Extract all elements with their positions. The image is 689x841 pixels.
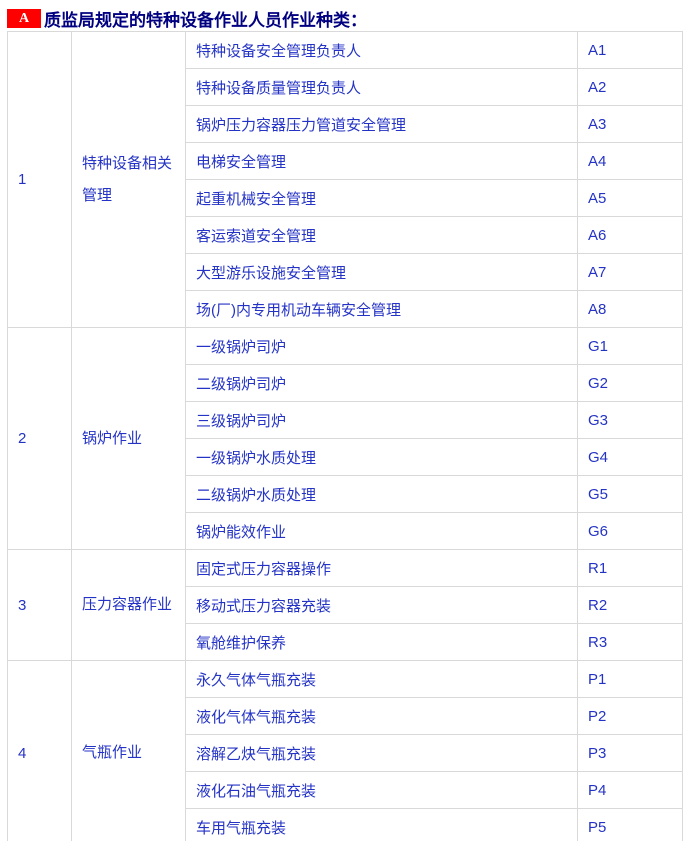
job-code-cell: G3 <box>577 401 683 439</box>
job-name-cell: 移动式压力容器充装 <box>185 586 578 624</box>
job-code-cell: P5 <box>577 808 683 841</box>
table-row: 移动式压力容器充装 R2 <box>8 586 683 624</box>
job-name-cell: 氧舱维护保养 <box>185 623 578 661</box>
job-name-cell: 液化气体气瓶充装 <box>185 697 578 735</box>
table-row: 电梯安全管理 A4 <box>8 142 683 180</box>
section-seq-cell: 2 <box>7 327 72 550</box>
table-row: 二级锅炉水质处理 G5 <box>8 475 683 513</box>
job-code-cell: G6 <box>577 512 683 550</box>
equipment-table: 1 特种设备相关管理 特种设备安全管理负责人 A1 特种设备质量管理负责人 A2 锅炉压力容… <box>7 31 683 841</box>
section-category-cell: 压力容器作业 <box>71 549 186 661</box>
job-code-cell: R1 <box>577 549 683 587</box>
job-code-cell: G2 <box>577 364 683 402</box>
table-row: 客运索道安全管理 A6 <box>8 216 683 254</box>
job-code-cell: P2 <box>577 697 683 735</box>
job-code-cell: A3 <box>577 105 683 143</box>
job-code-cell: A4 <box>577 142 683 180</box>
job-name-cell: 电梯安全管理 <box>185 142 578 180</box>
job-name-cell: 二级锅炉司炉 <box>185 364 578 402</box>
job-name-cell: 一级锅炉司炉 <box>185 327 578 365</box>
job-code-cell: G4 <box>577 438 683 476</box>
table-row: 氧舱维护保养 R3 <box>8 623 683 661</box>
job-code-cell: A5 <box>577 179 683 217</box>
job-code-cell: R3 <box>577 623 683 661</box>
job-code-cell: A2 <box>577 68 683 106</box>
job-name-cell: 三级锅炉司炉 <box>185 401 578 439</box>
section-seq-cell: 1 <box>7 31 72 328</box>
job-code-cell: P4 <box>577 771 683 809</box>
page-header: A 质监局规定的特种设备作业人员作业种类： <box>7 9 689 30</box>
table-row: 4 气瓶作业 永久气体气瓶充装 P1 <box>7 660 683 841</box>
job-name-cell: 一级锅炉水质处理 <box>185 438 578 476</box>
section-seq-cell: 4 <box>7 660 72 841</box>
section-badge: A <box>7 9 41 28</box>
section-category-cell: 特种设备相关管理 <box>71 31 186 328</box>
table-row: 液化气体气瓶充装 P2 <box>8 697 683 735</box>
job-code-cell: P1 <box>577 660 683 698</box>
job-name-cell: 客运索道安全管理 <box>185 216 578 254</box>
page-title: 质监局规定的特种设备作业人员作业种类： <box>44 11 367 30</box>
job-code-cell: A8 <box>577 290 683 328</box>
table-row: 1 特种设备相关管理 特种设备安全管理负责人 A1 <box>7 31 683 328</box>
section-category-cell: 气瓶作业 <box>71 660 186 841</box>
job-code-cell: G5 <box>577 475 683 513</box>
table-row: 锅炉压力容器压力管道安全管理 A3 <box>8 105 683 143</box>
table-row: 2 锅炉作业 一级锅炉司炉 G1 <box>7 327 683 550</box>
job-name-cell: 永久气体气瓶充装 <box>185 660 578 698</box>
table-row: 液化石油气瓶充装 P4 <box>8 771 683 809</box>
job-name-cell: 固定式压力容器操作 <box>185 549 578 587</box>
job-name-cell: 大型游乐设施安全管理 <box>185 253 578 291</box>
job-name-cell: 起重机械安全管理 <box>185 179 578 217</box>
job-code-cell: A6 <box>577 216 683 254</box>
section-category-cell: 锅炉作业 <box>71 327 186 550</box>
job-name-cell: 车用气瓶充装 <box>185 808 578 841</box>
job-name-cell: 特种设备质量管理负责人 <box>185 68 578 106</box>
job-name-cell: 锅炉能效作业 <box>185 512 578 550</box>
equipment-table-body: 1 特种设备相关管理 特种设备安全管理负责人 A1 特种设备质量管理负责人 A2 锅炉压力容… <box>7 31 683 841</box>
job-name-cell: 液化石油气瓶充装 <box>185 771 578 809</box>
job-code-cell: R2 <box>577 586 683 624</box>
job-name-cell: 锅炉压力容器压力管道安全管理 <box>185 105 578 143</box>
job-name-cell: 二级锅炉水质处理 <box>185 475 578 513</box>
table-row: 特种设备质量管理负责人 A2 <box>8 68 683 106</box>
table-row: 3 压力容器作业 固定式压力容器操作 R1 <box>7 549 683 661</box>
table-row: 三级锅炉司炉 G3 <box>8 401 683 439</box>
job-code-cell: P3 <box>577 734 683 772</box>
section-seq-cell: 3 <box>7 549 72 661</box>
job-name-cell: 特种设备安全管理负责人 <box>185 31 578 69</box>
table-row: 溶解乙炔气瓶充装 P3 <box>8 734 683 772</box>
table-row: 二级锅炉司炉 G2 <box>8 364 683 402</box>
table-row: 大型游乐设施安全管理 A7 <box>8 253 683 291</box>
table-row: 锅炉能效作业 G6 <box>8 512 683 550</box>
table-row: 车用气瓶充装 P5 <box>8 808 683 841</box>
table-row: 起重机械安全管理 A5 <box>8 179 683 217</box>
job-name-cell: 溶解乙炔气瓶充装 <box>185 734 578 772</box>
job-code-cell: A7 <box>577 253 683 291</box>
job-code-cell: G1 <box>577 327 683 365</box>
job-name-cell: 场(厂)内专用机动车辆安全管理 <box>185 290 578 328</box>
job-code-cell: A1 <box>577 31 683 69</box>
table-row: 场(厂)内专用机动车辆安全管理 A8 <box>8 290 683 328</box>
